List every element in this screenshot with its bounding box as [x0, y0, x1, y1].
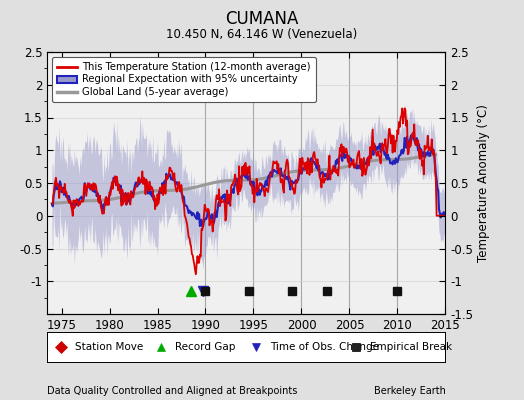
Text: Data Quality Controlled and Aligned at Breakpoints: Data Quality Controlled and Aligned at B… — [47, 386, 298, 396]
Y-axis label: Temperature Anomaly (°C): Temperature Anomaly (°C) — [477, 104, 490, 262]
Text: Berkeley Earth: Berkeley Earth — [374, 386, 445, 396]
Text: Record Gap: Record Gap — [174, 342, 235, 352]
Text: Empirical Break: Empirical Break — [370, 342, 452, 352]
Legend: This Temperature Station (12-month average), Regional Expectation with 95% uncer: This Temperature Station (12-month avera… — [52, 57, 315, 102]
Text: Time of Obs. Change: Time of Obs. Change — [270, 342, 379, 352]
Text: 10.450 N, 64.146 W (Venezuela): 10.450 N, 64.146 W (Venezuela) — [167, 28, 357, 41]
Text: CUMANA: CUMANA — [225, 10, 299, 28]
Text: Station Move: Station Move — [75, 342, 143, 352]
